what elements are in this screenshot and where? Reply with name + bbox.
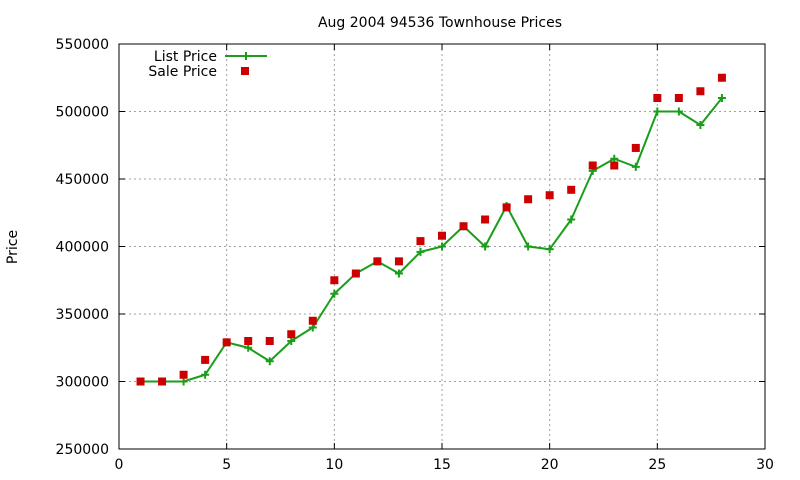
series xyxy=(136,73,726,386)
list-price-point xyxy=(438,242,446,251)
legend: List Price Sale Price xyxy=(148,49,267,80)
sale-price-point xyxy=(524,195,533,204)
list-price-point xyxy=(179,377,188,386)
list-price-line xyxy=(140,97,723,383)
x-tick-label: 20 xyxy=(541,457,559,473)
sale-price-point xyxy=(287,330,296,339)
legend-swatch-sale-price xyxy=(241,67,249,75)
list-price-point xyxy=(244,343,253,352)
sale-price-point xyxy=(610,161,619,170)
legend-label-list-price: List Price xyxy=(154,49,217,65)
y-axis-label: Price xyxy=(5,230,21,264)
list-price-point xyxy=(330,289,339,298)
sale-price-point xyxy=(330,276,339,285)
list-price-point xyxy=(481,242,490,251)
sale-price-point xyxy=(631,143,640,152)
sale-price-point xyxy=(244,337,253,345)
sale-price-point xyxy=(502,203,511,212)
y-tick-label: 450000 xyxy=(56,172,109,188)
x-tick-label: 30 xyxy=(756,457,774,473)
sale-price-point xyxy=(201,355,210,364)
sale-price-point xyxy=(567,185,576,194)
sale-price-point xyxy=(588,161,597,170)
list-price-point xyxy=(717,94,726,102)
x-tick-label: 5 xyxy=(222,457,231,473)
y-tick-label: 350000 xyxy=(56,307,109,323)
x-tick-label: 0 xyxy=(115,457,124,473)
list-price-point xyxy=(201,370,210,379)
sale-price-point xyxy=(222,338,231,347)
x-tick-label: 25 xyxy=(648,457,666,473)
sale-price-point xyxy=(351,269,360,278)
y-tick-label: 300000 xyxy=(56,375,109,391)
sale-price-point xyxy=(481,215,490,224)
sale-price-point xyxy=(653,94,662,102)
list-price-point xyxy=(696,121,705,129)
plot-frame xyxy=(118,43,766,450)
list-price-point xyxy=(394,269,403,278)
x-tick-label: 10 xyxy=(325,457,343,473)
sale-price-point xyxy=(416,237,425,246)
sale-price-point xyxy=(308,316,317,325)
list-price-point xyxy=(416,247,425,256)
y-tick-label: 550000 xyxy=(56,37,109,53)
sale-price-point xyxy=(158,377,167,386)
chart-title: Aug 2004 94536 Townhouse Prices xyxy=(318,15,562,31)
legend-swatches xyxy=(225,52,267,75)
sale-price-point xyxy=(179,370,188,379)
list-price-point xyxy=(524,242,533,251)
sale-price-point xyxy=(674,94,683,102)
sale-price-point xyxy=(438,231,446,240)
sale-price-point xyxy=(394,257,403,266)
y-tick-label: 500000 xyxy=(56,105,109,121)
y-tick-label: 250000 xyxy=(56,442,109,458)
sale-price-point xyxy=(696,87,705,96)
sale-price-point xyxy=(136,377,145,386)
list-price-point xyxy=(653,107,662,116)
x-tick-label: 15 xyxy=(433,457,451,473)
list-price-point xyxy=(287,337,296,345)
legend-label-sale-price: Sale Price xyxy=(148,64,217,80)
sale-price-point xyxy=(545,191,554,200)
list-price-point xyxy=(674,107,683,116)
axis-ticks: 0 5 10 15 20 25 30 250000 300000 350000 400000 4500… xyxy=(56,37,774,473)
sale-price-point xyxy=(459,222,468,231)
list-price-point xyxy=(610,154,619,163)
list-price-point xyxy=(631,162,640,171)
list-price-point xyxy=(265,357,274,366)
list-price-point xyxy=(567,215,576,224)
list-price-point xyxy=(308,323,317,332)
y-tick-label: 400000 xyxy=(56,240,109,256)
sale-price-point xyxy=(373,257,382,266)
sale-price-point xyxy=(265,337,274,345)
list-price-point xyxy=(545,245,554,254)
sale-price-point xyxy=(717,73,726,82)
